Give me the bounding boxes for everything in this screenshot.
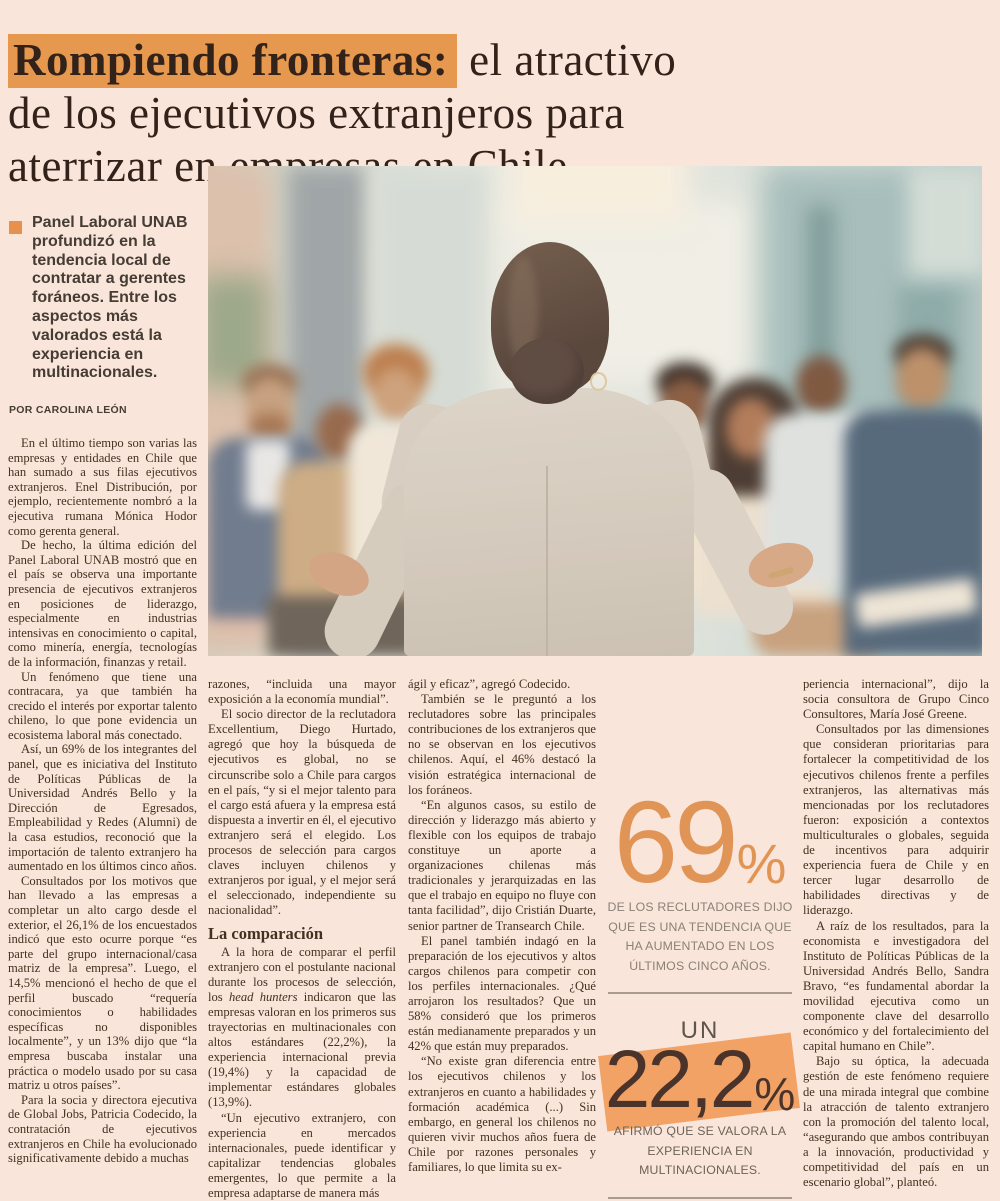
stat-69-percent: 69 % DE LOS RECLUTADORES DIJO QUE ES UNA… [606, 777, 794, 994]
paragraph: “Un ejecutivo extranjero, con experienci… [208, 1110, 396, 1200]
stat-22-percent: UN 22,2 % AFIRMÓ QUE SE VALORA LA EXPERI… [598, 1017, 800, 1199]
paragraph: Consultados por las dimensiones que cons… [803, 722, 989, 918]
paragraph: Consultados por los motivos que han llev… [8, 873, 197, 1093]
section-subhead: La comparación [208, 923, 324, 943]
audience-man-1-beard [250, 414, 290, 440]
paragraph: ágil y eficaz”, agregó Codecido. [408, 677, 571, 691]
stats-column: 69 % DE LOS RECLUTADORES DIJO QUE ES UNA… [598, 777, 800, 1199]
stat-22-prefix: UN [680, 1017, 720, 1044]
audience-man-6-head [796, 356, 846, 414]
standfirst-bullet-square [9, 221, 22, 234]
italic-term: head hunters [228, 989, 298, 1004]
stat-22-caption: AFIRMÓ QUE SE VALORA LA EXPERIENCIA EN M… [613, 1124, 787, 1177]
paragraph: “No existe gran diferencia entre los eje… [408, 1054, 596, 1174]
stat-69-value: 69 [613, 777, 739, 907]
stat-divider-rule [608, 992, 792, 994]
paragraph: El socio director de la reclutadora Exce… [208, 707, 396, 918]
paragraph: Para la socia y directora ejecutiva de G… [8, 1092, 197, 1166]
article-column-3: ágil y eficaz”, agregó Codecido. También… [408, 677, 596, 1175]
paragraph-text: A la hora de comparar el perfil extranje… [208, 944, 396, 1004]
presenter-hair-bun [510, 338, 584, 404]
paragraph: “En algunos casos, su estilo de direcció… [408, 797, 596, 933]
stat-22-number: 22,2 % [604, 1034, 796, 1125]
stat-69-percent-sign: % [736, 832, 787, 895]
paragraph-text: indicaron que las empresas valoran en lo… [208, 989, 396, 1110]
paragraph: razones, “incluida una mayor exposición … [208, 677, 396, 707]
headline-highlight: Rompiendo fronteras: [8, 34, 458, 89]
article-column-1: En el último tiempo son varias las empre… [8, 436, 197, 1166]
paragraph: A raíz de los resultados, para la econom… [803, 918, 989, 1054]
stat-22-value: 22,2 [604, 1034, 756, 1125]
headline-rest-1: el atractivo [457, 35, 677, 86]
paragraph: periencia internacional”, dijo la socia … [803, 677, 989, 722]
paragraph: Bajo su óptica, la adecuada gestión de e… [803, 1054, 989, 1190]
headline-line-2: de los ejecutivos extranjeros para [8, 88, 625, 139]
presenter-earring [590, 372, 607, 391]
paragraph: De hecho, la última edición del Panel La… [8, 538, 197, 669]
photo-warm-tint-overlay [208, 166, 982, 656]
paragraph: Así, un 69% de los integrantes del panel… [8, 742, 197, 874]
paragraph: También se le preguntó a los reclutadore… [408, 692, 596, 797]
article-column-4: periencia internacional”, dijo la socia … [803, 677, 989, 1190]
paragraph: En el último tiempo son varias las empre… [8, 436, 197, 538]
audience-man-7-head [896, 348, 948, 410]
stat-22-percent-sign: % [754, 1068, 796, 1120]
article-photo [208, 166, 982, 656]
article-column-2: razones, “incluida una mayor exposición … [208, 677, 396, 1201]
presenter-blazer [404, 388, 694, 656]
stat-69-number: 69 % [606, 777, 794, 907]
paragraph: El panel también indagó en la preparació… [408, 933, 596, 1054]
presenter-blazer-seam [546, 466, 548, 656]
paragraph: Un fenómeno que tiene una contracara, ya… [8, 669, 197, 742]
photo-bg-light [508, 166, 688, 226]
paragraph: A la hora de comparar el perfil extranje… [208, 945, 396, 1111]
standfirst: Panel Laboral UNAB profundizó en la tend… [32, 214, 188, 382]
byline: POR CAROLINA LEÓN [9, 404, 127, 416]
stat-divider-rule [608, 1196, 792, 1199]
headline-line-1: Rompiendo fronteras: el atractivo [8, 34, 988, 89]
stat-69-caption: DE LOS RECLUTADORES DIJO QUE ES UNA TEND… [607, 900, 793, 973]
photo-bg-window [908, 166, 982, 276]
